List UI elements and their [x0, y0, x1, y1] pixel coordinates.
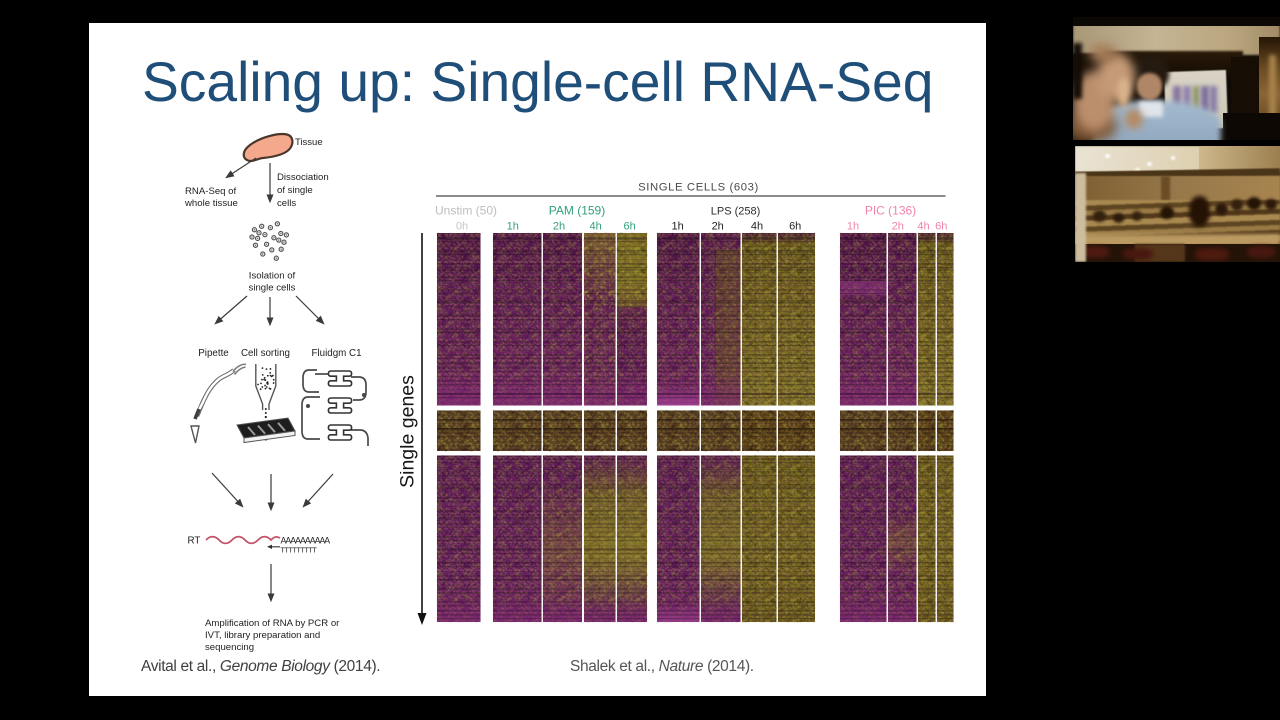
svg-text:6h: 6h: [935, 221, 947, 233]
svg-text:RT: RT: [188, 536, 201, 547]
svg-text:4h: 4h: [589, 221, 601, 233]
svg-text:RNA-Seq of: RNA-Seq of: [185, 186, 237, 197]
svg-text:Single genes: Single genes: [400, 375, 419, 488]
svg-text:AAAAAAAAAA: AAAAAAAAAA: [281, 536, 331, 546]
svg-text:2h: 2h: [892, 221, 904, 233]
svg-text:6h: 6h: [623, 221, 635, 233]
svg-text:single cells: single cells: [249, 283, 296, 294]
svg-text:6h: 6h: [789, 221, 801, 233]
svg-text:Cell sorting: Cell sorting: [241, 348, 290, 359]
svg-text:4h: 4h: [917, 221, 929, 233]
svg-text:cells: cells: [277, 198, 296, 209]
svg-text:PIC (136): PIC (136): [865, 203, 916, 217]
svg-text:Dissociation: Dissociation: [277, 172, 329, 183]
svg-text:1h: 1h: [671, 221, 683, 233]
svg-text:PAM (159): PAM (159): [549, 203, 605, 217]
svg-text:Isolation of: Isolation of: [249, 271, 296, 282]
svg-text:Amplification of RNA by PCR or: Amplification of RNA by PCR or: [205, 618, 340, 629]
svg-text:of single: of single: [277, 185, 313, 196]
svg-text:Pipette: Pipette: [198, 348, 229, 359]
svg-text:SINGLE CELLS (603): SINGLE CELLS (603): [638, 182, 759, 194]
svg-text:Tissue: Tissue: [295, 137, 323, 148]
svg-text:IVT, library preparation and: IVT, library preparation and: [205, 630, 320, 641]
svg-text:Unstim (50): Unstim (50): [435, 203, 497, 217]
svg-text:4h: 4h: [751, 221, 763, 233]
svg-text:sequencing: sequencing: [205, 642, 254, 653]
svg-text:1h: 1h: [847, 221, 859, 233]
svg-text:1h: 1h: [507, 221, 519, 233]
svg-text:LPS (258): LPS (258): [711, 205, 761, 217]
svg-text:TTTTTTTTT: TTTTTTTTT: [281, 546, 318, 555]
svg-text:whole tissue: whole tissue: [184, 198, 238, 209]
svg-text:0h: 0h: [456, 221, 468, 233]
svg-text:2h: 2h: [553, 221, 565, 233]
svg-text:Fluidgm C1: Fluidgm C1: [311, 348, 361, 359]
svg-text:2h: 2h: [712, 221, 724, 233]
